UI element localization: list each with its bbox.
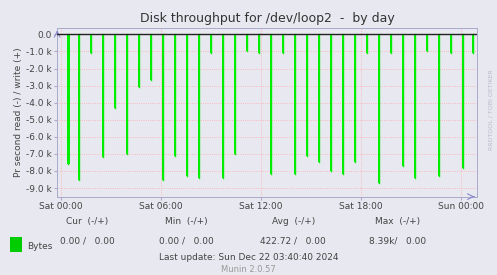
Text: Bytes: Bytes [27,242,53,251]
Text: Avg  (-/+): Avg (-/+) [271,217,315,226]
Text: Last update: Sun Dec 22 03:40:40 2024: Last update: Sun Dec 22 03:40:40 2024 [159,253,338,262]
Text: Munin 2.0.57: Munin 2.0.57 [221,265,276,274]
Y-axis label: Pr second read (-) / write (+): Pr second read (-) / write (+) [14,47,23,177]
Text: 422.72 /   0.00: 422.72 / 0.00 [260,236,326,245]
Title: Disk throughput for /dev/loop2  -  by day: Disk throughput for /dev/loop2 - by day [140,12,395,25]
Text: RRDTOOL / TOBI OETIKER: RRDTOOL / TOBI OETIKER [489,70,494,150]
Text: 0.00 /   0.00: 0.00 / 0.00 [60,236,114,245]
Text: Max  (-/+): Max (-/+) [375,217,420,226]
Text: 0.00 /   0.00: 0.00 / 0.00 [159,236,214,245]
Text: Min  (-/+): Min (-/+) [165,217,208,226]
FancyBboxPatch shape [10,236,22,252]
Text: Cur  (-/+): Cur (-/+) [66,217,108,226]
Text: 8.39k/   0.00: 8.39k/ 0.00 [369,236,426,245]
